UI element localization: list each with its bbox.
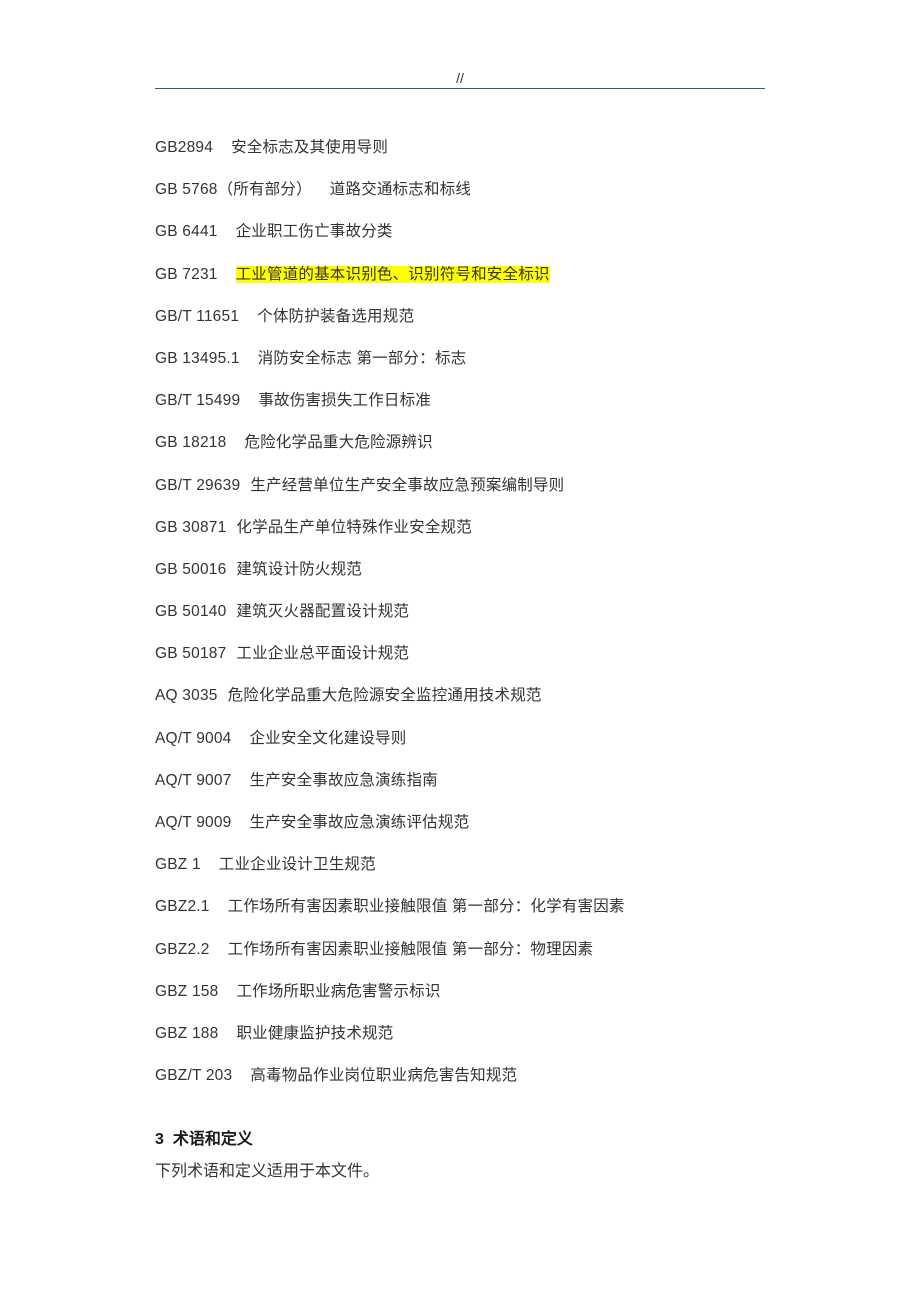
standard-entry: GBZ/T 203 高毒物品作业岗位职业病危害告知规范	[155, 1065, 765, 1087]
standard-code: GB 13495.1	[155, 350, 240, 367]
standard-title: 生产安全事故应急演练评估规范	[249, 814, 469, 831]
standard-entry: GB 18218 危险化学品重大危险源辨识	[155, 432, 765, 454]
standard-code: GBZ/T 203	[155, 1067, 232, 1084]
section-heading: 3 术语和定义	[155, 1125, 765, 1149]
page-header-mark: //	[155, 70, 765, 86]
standard-entry: GB 5768（所有部分） 道路交通标志和标线	[155, 179, 765, 201]
standard-entry: GB/T 15499 事故伤害损失工作日标准	[155, 390, 765, 412]
standard-entry: AQ/T 9007 生产安全事故应急演练指南	[155, 770, 765, 792]
standard-code: GBZ2.1	[155, 898, 210, 915]
standard-title: 道路交通标志和标线	[330, 181, 471, 198]
standard-entry: GB 13495.1 消防安全标志 第一部分：标志	[155, 348, 765, 370]
standard-code: GB 30871	[155, 519, 226, 536]
standard-code: AQ/T 9007	[155, 772, 231, 789]
standard-title: 工作场所职业病危害警示标识	[236, 983, 440, 1000]
standard-title: 工业管道的基本识别色、识别符号和安全标识	[236, 266, 550, 283]
standard-entry: GB 50140 建筑灭火器配置设计规范	[155, 601, 765, 623]
standard-code: GB2894	[155, 139, 213, 156]
standard-entry: GBZ 158 工作场所职业病危害警示标识	[155, 981, 765, 1003]
standard-entry: GBZ2.1 工作场所有害因素职业接触限值 第一部分：化学有害因素	[155, 896, 765, 918]
standard-entry: GB 30871 化学品生产单位特殊作业安全规范	[155, 517, 765, 539]
standard-entry: GBZ2.2 工作场所有害因素职业接触限值 第一部分：物理因素	[155, 939, 765, 961]
standard-title: 危险化学品重大危险源辨识	[244, 434, 432, 451]
standard-title: 个体防护装备选用规范	[257, 308, 414, 325]
standard-code: AQ/T 9009	[155, 814, 231, 831]
section-title-text: 术语和定义	[173, 1131, 253, 1148]
standard-title: 高毒物品作业岗位职业病危害告知规范	[250, 1067, 517, 1084]
standard-code: GB 50140	[155, 603, 226, 620]
standard-code: GB/T 15499	[155, 392, 240, 409]
standard-title: 安全标志及其使用导则	[231, 139, 388, 156]
standard-title: 事故伤害损失工作日标准	[258, 392, 431, 409]
standard-title: 工业企业设计卫生规范	[219, 856, 376, 873]
standard-title: 工业企业总平面设计规范	[236, 645, 409, 662]
standard-title: 企业安全文化建设导则	[249, 730, 406, 747]
standard-entry: GB 6441 企业职工伤亡事故分类	[155, 221, 765, 243]
standard-code: GB 7231	[155, 266, 218, 283]
standards-list: GB2894安全标志及其使用导则GB 5768（所有部分）道路交通标志和标线GB…	[155, 137, 765, 1087]
standard-title: 工作场所有害因素职业接触限值 第一部分：化学有害因素	[228, 898, 625, 915]
standard-title: 消防安全标志 第一部分：标志	[258, 350, 467, 367]
section-number: 3	[155, 1131, 164, 1148]
standard-code: GB 5768（所有部分）	[155, 181, 312, 198]
standard-entry: AQ/T 9009 生产安全事故应急演练评估规范	[155, 812, 765, 834]
standard-code: GB 6441	[155, 223, 218, 240]
standard-entry: GBZ 188 职业健康监护技术规范	[155, 1023, 765, 1045]
standard-title: 建筑灭火器配置设计规范	[236, 603, 409, 620]
standard-entry: GB2894 安全标志及其使用导则	[155, 137, 765, 159]
standard-entry: AQ/T 9004 企业安全文化建设导则	[155, 728, 765, 750]
standard-code: GB 50016	[155, 561, 226, 578]
standard-code: AQ/T 9004	[155, 730, 231, 747]
standard-title: 危险化学品重大危险源安全监控通用技术规范	[228, 687, 542, 704]
standard-title: 企业职工伤亡事故分类	[236, 223, 393, 240]
standard-title: 生产安全事故应急演练指南	[249, 772, 437, 789]
standard-code: GBZ 158	[155, 983, 218, 1000]
standard-entry: AQ 3035 危险化学品重大危险源安全监控通用技术规范	[155, 685, 765, 707]
standard-code: GB/T 29639	[155, 477, 240, 494]
standard-code: GB/T 11651	[155, 308, 239, 325]
standard-code: GBZ 188	[155, 1025, 218, 1042]
standard-entry: GB 50016 建筑设计防火规范	[155, 559, 765, 581]
standard-title: 工作场所有害因素职业接触限值 第一部分：物理因素	[228, 941, 594, 958]
standard-title: 生产经营单位生产安全事故应急预案编制导则	[250, 477, 564, 494]
standard-code: GBZ 1	[155, 856, 201, 873]
standard-entry: GB 50187 工业企业总平面设计规范	[155, 643, 765, 665]
standard-code: GBZ2.2	[155, 941, 210, 958]
standard-code: GB 18218	[155, 434, 226, 451]
standard-entry: GB/T 29639 生产经营单位生产安全事故应急预案编制导则	[155, 475, 765, 497]
standard-entry: GBZ 1 工业企业设计卫生规范	[155, 854, 765, 876]
standard-title: 职业健康监护技术规范	[236, 1025, 393, 1042]
document-page: // GB2894 安全标志及其使用导则 GB 5768（所有部分） 道路交通标志和标…	[0, 0, 920, 1184]
standard-entry: GB 7231 工业管道的基本识别色、识别符号和安全标识	[155, 264, 765, 286]
header-rule	[155, 88, 765, 89]
standard-code: AQ 3035	[155, 687, 218, 704]
standard-code: GB 50187	[155, 645, 226, 662]
standard-title: 化学品生产单位特殊作业安全规范	[236, 519, 472, 536]
standard-title: 建筑设计防火规范	[236, 561, 362, 578]
section-body: 下列术语和定义适用于本文件。	[155, 1159, 765, 1185]
standard-entry: GB/T 11651 个体防护装备选用规范	[155, 306, 765, 328]
